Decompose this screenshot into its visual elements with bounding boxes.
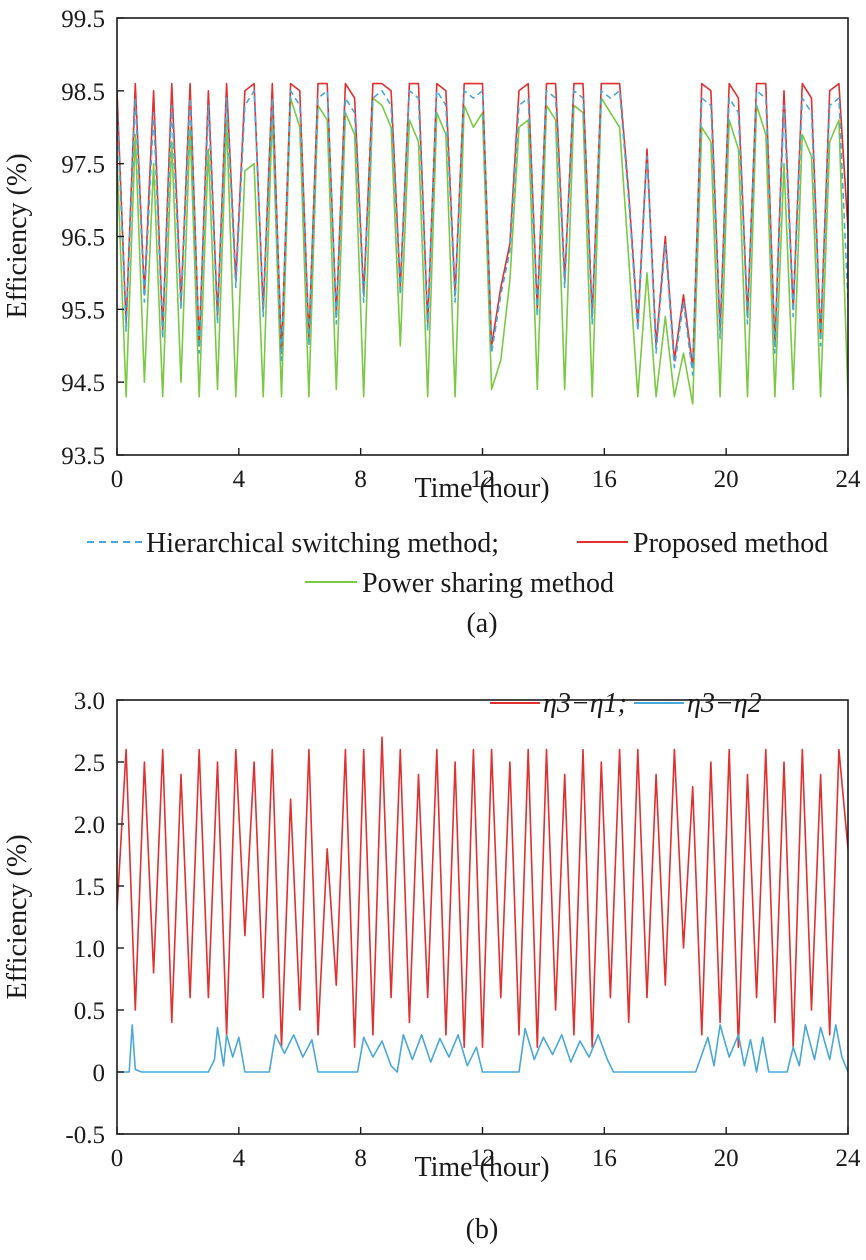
ytick-label-a-4: 97.5 [61, 152, 105, 179]
chart-a-ticks: 0 4 8 12 16 20 24 93.5 94.5 95.5 96.5 97.5 98.5 99.5 [61, 6, 861, 493]
xtick-label-b-2: 8 [354, 1145, 367, 1172]
chart-b-ylabel: Efficiency (%) [2, 834, 33, 999]
chart-a-ylabel: Efficiency (%) [2, 153, 33, 318]
chart-a: 0 4 8 12 16 20 2493.594.595.596.597.598.599.5 … [2, 6, 861, 639]
chart-a-caption: (a) [466, 608, 497, 639]
legend-label-hierarchical: Hierarchical switching method; [146, 528, 499, 559]
xtick-label-a-2: 8 [354, 466, 367, 493]
legend-label-power-sharing: Power sharing method [362, 568, 614, 599]
chart-b-plot-area [117, 736, 848, 1073]
series-line-a-0 [117, 90, 848, 376]
ytick-label-a-0: 93.5 [61, 443, 105, 470]
chart-a-plot-area [117, 82, 848, 405]
series-line-b-0 [117, 736, 848, 1048]
ytick-label-a-2: 95.5 [61, 297, 105, 324]
xtick-label-a-0: 0 [111, 466, 124, 493]
chart-b-xlabel: Time (hour) [414, 1152, 549, 1183]
ytick-label-b-1: 0 [93, 1060, 106, 1087]
ytick-label-b-6: 2.5 [74, 750, 105, 777]
ytick-label-a-6: 99.5 [61, 6, 105, 33]
chart-b-legend: η3−η1; η3−η2 [490, 688, 762, 719]
ytick-label-a-1: 94.5 [61, 370, 105, 397]
legend-label-eta32: η3−η2 [687, 688, 762, 719]
xtick-label-b-6: 24 [836, 1145, 862, 1172]
legend-label-proposed: Proposed method [633, 528, 828, 559]
ytick-label-b-2: 0.5 [74, 998, 105, 1025]
chart-a-legend: Hierarchical switching method; Proposed … [87, 528, 828, 599]
xtick-label-a-1: 4 [233, 466, 246, 493]
ytick-label-b-5: 2.0 [74, 812, 105, 839]
xtick-label-a-4: 16 [592, 466, 617, 493]
ytick-label-a-3: 96.5 [61, 225, 105, 252]
xtick-label-b-3: 12 [470, 1145, 495, 1172]
chart-a-xlabel: Time (hour) [414, 473, 549, 504]
series-line-a-2 [117, 97, 848, 405]
xtick-label-b-5: 20 [714, 1145, 739, 1172]
xtick-label-b-4: 16 [592, 1145, 617, 1172]
legend-label-eta31: η3−η1; [543, 688, 627, 719]
ytick-label-b-7: 3.0 [74, 688, 105, 715]
series-line-b-1 [117, 1024, 848, 1073]
ytick-label-b-4: 1.5 [74, 874, 105, 901]
xtick-label-a-6: 24 [836, 466, 862, 493]
chart-b: 0 4 8 12 16 20 24-0.500.51.01.52.02.53.0 Time … [2, 688, 861, 1245]
xtick-label-a-5: 20 [714, 466, 739, 493]
xtick-label-a-3: 12 [470, 466, 495, 493]
xtick-label-b-0: 0 [111, 1145, 124, 1172]
ytick-label-b-3: 1.0 [74, 936, 105, 963]
ytick-label-b-0: -0.5 [65, 1122, 105, 1149]
xtick-label-b-1: 4 [233, 1145, 246, 1172]
chart-b-ticks: 0 4 8 12 16 20 24-0.500.51.01.52.02.53.0 [65, 688, 861, 1172]
chart-b-caption: (b) [466, 1214, 499, 1245]
ytick-label-a-5: 98.5 [61, 79, 105, 106]
